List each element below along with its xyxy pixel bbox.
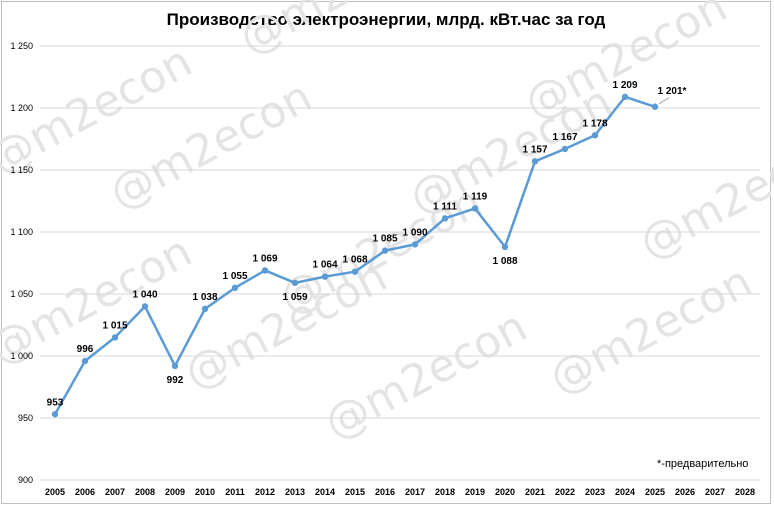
series-line <box>51 93 659 418</box>
x-tick-label: 2016 <box>375 487 395 497</box>
x-axis: 2005 2006 2007 2008 2009 2010 2011 2012 2013 2014… <box>45 487 755 497</box>
data-label: 1 055 <box>222 271 247 282</box>
x-tick-label: 2027 <box>705 487 725 497</box>
preliminary-note: *-предварительно <box>657 458 749 470</box>
x-tick-label: 2011 <box>225 487 245 497</box>
data-point <box>651 103 659 110</box>
chart-title: Производство электроэнергии, млрд. кВт.ч… <box>166 10 606 29</box>
x-tick-label: 2009 <box>165 487 185 497</box>
y-tick-label: 1 100 <box>10 227 33 237</box>
y-tick-label: 1 200 <box>10 103 33 113</box>
data-label: 1 157 <box>522 144 547 155</box>
data-point <box>381 247 389 254</box>
data-point <box>111 334 119 341</box>
data-point <box>231 284 239 291</box>
x-tick-label: 2021 <box>525 487 545 497</box>
data-label: 1 015 <box>102 320 127 331</box>
data-labels: 953 996 1 015 1 040 992 1 038 1 055 1 069 1 059 1… <box>47 80 687 408</box>
x-tick-label: 2010 <box>195 487 215 497</box>
x-tick-label: 2025 <box>645 487 665 497</box>
x-tick-label: 2028 <box>735 487 755 497</box>
data-label: 1 069 <box>252 253 277 264</box>
y-tick-label: 1 250 <box>10 41 33 51</box>
y-tick-label: 1 050 <box>10 289 33 299</box>
x-tick-label: 2015 <box>345 487 365 497</box>
gridlines <box>40 45 760 481</box>
watermark-layer: @m2econ@m2econ@m2econ @m2econ @m2econ@m2ec… <box>0 0 774 450</box>
x-tick-label: 2024 <box>615 487 635 497</box>
x-tick-label: 2022 <box>555 487 575 497</box>
label-leader-line <box>658 97 670 105</box>
data-label: 1 085 <box>372 234 397 245</box>
data-point <box>471 205 479 212</box>
watermark-text: @m2econ <box>631 121 774 270</box>
data-point <box>291 279 299 287</box>
x-tick-label: 2012 <box>255 487 275 497</box>
data-point <box>201 305 209 313</box>
watermark-text: @m2econ <box>231 0 450 65</box>
data-point <box>411 241 419 248</box>
x-tick-label: 2008 <box>135 487 155 497</box>
data-point <box>501 243 509 251</box>
data-label: 1 167 <box>552 132 577 143</box>
data-label: 1 209 <box>612 80 637 91</box>
data-label: 1 119 <box>463 191 488 202</box>
data-label: 1 059 <box>282 292 307 303</box>
data-label: 1 201* <box>658 86 687 97</box>
data-label: 992 <box>167 375 184 386</box>
data-point <box>591 132 599 139</box>
x-tick-label: 2006 <box>75 487 95 497</box>
data-label: 1 064 <box>312 260 337 271</box>
data-label: 1 111 <box>433 201 457 212</box>
y-axis: 900 950 1 000 1 050 1 100 1 150 1 200 1 250 <box>10 41 33 485</box>
x-tick-label: 2018 <box>435 487 455 497</box>
data-label: 1 068 <box>342 255 367 266</box>
data-point <box>261 267 269 274</box>
x-tick-label: 2017 <box>405 487 425 497</box>
data-point <box>561 145 569 153</box>
watermark-text: @m2econ <box>316 301 535 450</box>
data-point <box>81 357 89 365</box>
data-point <box>351 268 359 275</box>
data-label: 1 038 <box>192 292 217 303</box>
data-label: 1 178 <box>582 118 607 129</box>
data-point <box>321 273 329 280</box>
x-tick-label: 2007 <box>105 487 125 497</box>
data-label: 1 040 <box>132 289 157 300</box>
data-label: 1 088 <box>492 256 517 267</box>
x-tick-label: 2013 <box>285 487 305 497</box>
data-point <box>51 411 59 418</box>
x-tick-label: 2019 <box>465 487 485 497</box>
x-tick-label: 2005 <box>45 487 65 497</box>
data-point <box>531 158 539 165</box>
x-tick-label: 2026 <box>675 487 695 497</box>
data-label: 996 <box>77 344 94 355</box>
watermark-text: @m2econ <box>541 256 760 405</box>
y-tick-label: 900 <box>18 475 33 485</box>
x-tick-label: 2023 <box>585 487 605 497</box>
data-point <box>141 303 149 310</box>
y-tick-label: 950 <box>18 413 33 423</box>
x-tick-label: 2014 <box>315 487 335 497</box>
data-point <box>171 362 179 370</box>
x-tick-label: 2020 <box>495 487 515 497</box>
y-tick-label: 1 000 <box>10 351 33 361</box>
data-point <box>621 93 629 101</box>
data-label: 1 090 <box>402 227 427 238</box>
y-tick-label: 1 150 <box>10 165 33 175</box>
data-label: 953 <box>47 397 64 408</box>
data-point <box>441 215 449 222</box>
